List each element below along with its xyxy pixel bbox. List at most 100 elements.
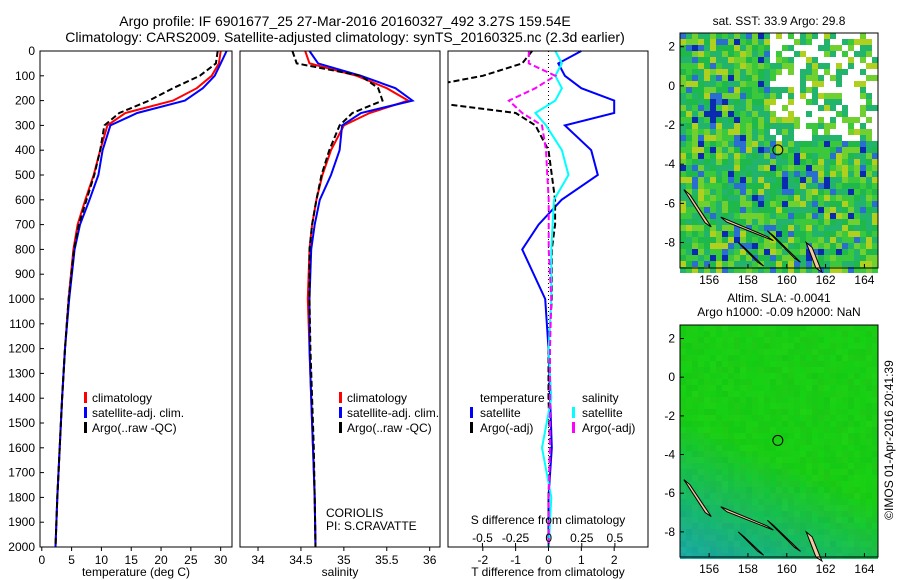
map-pixel (716, 189, 722, 195)
map-pixel (866, 135, 872, 141)
map-pixel (866, 529, 872, 535)
map-pixel (776, 135, 782, 141)
map-pixel (806, 147, 812, 153)
map-pixel (788, 267, 794, 273)
map-pixel (746, 523, 752, 529)
map-pixel (770, 409, 776, 415)
map-pixel (740, 261, 746, 267)
map-pixel (860, 469, 866, 475)
map-pixel (794, 177, 800, 183)
map-pixel (692, 397, 698, 403)
map-pixel (770, 159, 776, 165)
map-pixel (710, 541, 716, 547)
map-pixel (776, 153, 782, 159)
map-pixel (818, 195, 824, 201)
map-pixel (782, 159, 788, 165)
map-pixel (854, 535, 860, 541)
map-pixel (830, 463, 836, 469)
map-pixel (854, 337, 860, 343)
map-pixel (842, 159, 848, 165)
map-pixel (812, 171, 818, 177)
map-pixel (716, 535, 722, 541)
map-pixel (848, 219, 854, 225)
map-pixel (842, 433, 848, 439)
s-axis-label: S difference from climatology (471, 513, 626, 527)
map-pixel (716, 177, 722, 183)
map-pixel (752, 517, 758, 523)
map-pixel (848, 141, 854, 147)
map-pixel (824, 493, 830, 499)
map-pixel (728, 69, 734, 75)
map-pixel (824, 117, 830, 123)
map-pixel (872, 373, 878, 379)
map-pixel (848, 415, 854, 421)
map-pixel (722, 493, 728, 499)
map-pixel (824, 99, 830, 105)
map-pixel (812, 141, 818, 147)
map-pixel (848, 171, 854, 177)
map-pixel (734, 261, 740, 267)
map-pixel (794, 481, 800, 487)
map-pixel (812, 267, 818, 273)
map-pixel (758, 337, 764, 343)
map-pixel (704, 195, 710, 201)
map-pixel (740, 499, 746, 505)
map-pixel (848, 39, 854, 45)
map-pixel (758, 237, 764, 243)
map-pixel (866, 331, 872, 337)
map-pixel (776, 237, 782, 243)
map-pixel (836, 409, 842, 415)
map-pixel (848, 243, 854, 249)
map-pixel (770, 367, 776, 373)
map-pixel (794, 361, 800, 367)
map-pixel (680, 421, 686, 427)
map-pixel (812, 511, 818, 517)
map-pixel (680, 535, 686, 541)
map-pixel (854, 183, 860, 189)
map-pixel (830, 529, 836, 535)
map-pixel (860, 427, 866, 433)
map-pixel (740, 421, 746, 427)
map-pixel (710, 361, 716, 367)
map-pixel (758, 463, 764, 469)
map-pixel (818, 249, 824, 255)
map-pixel (866, 165, 872, 171)
map-pixel (752, 391, 758, 397)
map-pixel (704, 81, 710, 87)
map-pixel (806, 499, 812, 505)
map-pixel (770, 189, 776, 195)
map-pixel (752, 159, 758, 165)
map-pixel (704, 403, 710, 409)
map-pixel (812, 481, 818, 487)
map-pixel (818, 493, 824, 499)
map-pixel (746, 427, 752, 433)
map-pixel (776, 457, 782, 463)
legend-label: satellite (582, 406, 623, 420)
map-pixel (752, 493, 758, 499)
map-pixel (806, 415, 812, 421)
map-pixel (854, 541, 860, 547)
map-pixel (776, 325, 782, 331)
map-pixel (824, 249, 830, 255)
map-pixel (788, 349, 794, 355)
map-pixel (866, 147, 872, 153)
map-pixel (746, 213, 752, 219)
map-pixel (818, 481, 824, 487)
map-pixel (710, 123, 716, 129)
map-pixel (686, 451, 692, 457)
map-pixel (800, 415, 806, 421)
map-pixel (830, 541, 836, 547)
map-pixel (782, 183, 788, 189)
map-pixel (710, 379, 716, 385)
y-tick-label: 1900 (8, 515, 35, 529)
map-pixel (734, 141, 740, 147)
map-pixel (812, 111, 818, 117)
map-pixel (860, 487, 866, 493)
map-pixel (734, 361, 740, 367)
map-pixel (758, 159, 764, 165)
map-pixel (770, 45, 776, 51)
map-pixel (686, 415, 692, 421)
map-pixel (722, 93, 728, 99)
map-pixel (848, 487, 854, 493)
map-pixel (716, 343, 722, 349)
